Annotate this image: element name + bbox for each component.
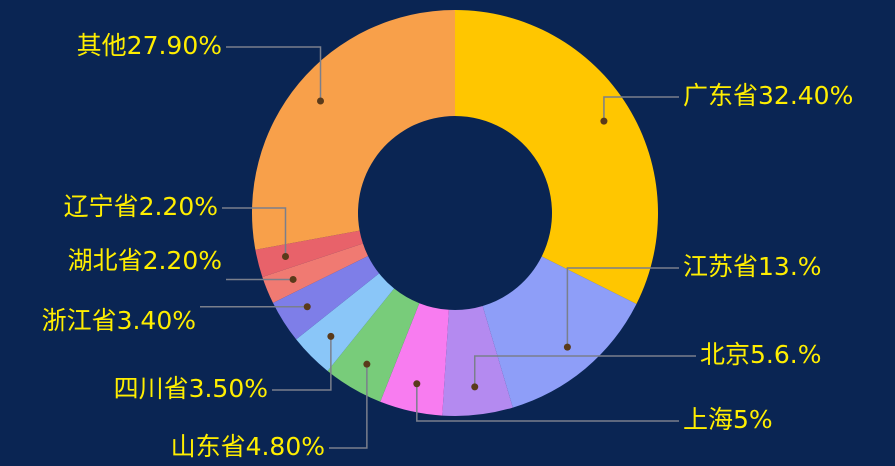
slice-category: 上海	[683, 405, 733, 434]
slice-category: 湖北省	[68, 246, 143, 275]
slice-label: 辽宁省2.20%	[64, 192, 218, 221]
slice-category: 其他	[77, 31, 127, 60]
slice-label: 山东省4.80%	[171, 432, 325, 461]
leader-line	[272, 336, 332, 391]
leader-line	[226, 46, 322, 102]
slice-category: 浙江省	[42, 306, 117, 335]
slice-value: 5.6.%	[750, 340, 821, 369]
leader-dot	[563, 343, 571, 351]
slice-label: 北京5.6.%	[700, 340, 821, 369]
leader-line	[416, 383, 679, 422]
leader-line	[329, 364, 368, 449]
leader-dot	[303, 303, 311, 311]
leader-dot	[471, 383, 479, 391]
slice-value: 4.80%	[246, 432, 325, 461]
slice-category: 四川省	[114, 374, 189, 403]
slice-label: 上海5%	[683, 405, 773, 434]
slice-label: 江苏省13.%	[683, 252, 822, 281]
slice-value: 2.20%	[139, 192, 218, 221]
slice-value: 3.40%	[117, 306, 196, 335]
donut-slice	[442, 305, 513, 416]
slice-value: 3.50%	[189, 374, 268, 403]
leader-dot	[363, 360, 371, 368]
slice-category: 山东省	[171, 432, 246, 461]
leader-line	[222, 207, 287, 257]
leader-dot	[281, 253, 289, 261]
leader-line	[603, 96, 679, 122]
donut-slice	[262, 243, 369, 303]
slice-category: 辽宁省	[64, 192, 139, 221]
slice-label: 其他27.90%	[77, 31, 222, 60]
slice-label: 四川省3.50%	[114, 374, 268, 403]
donut-slice	[380, 303, 449, 416]
leader-dot	[289, 275, 297, 283]
leader-dot	[413, 380, 421, 388]
donut-slice	[482, 256, 637, 408]
slice-category: 广东省	[683, 81, 758, 110]
leader-line	[473, 355, 696, 387]
slice-label: 湖北省2.20%	[68, 246, 222, 275]
slice-value: 2.20%	[143, 246, 222, 275]
donut-slice	[455, 10, 658, 305]
slice-value: 32.40%	[758, 81, 853, 110]
donut-slice	[255, 230, 363, 277]
slice-value: 27.90%	[127, 31, 222, 60]
leader-line	[566, 267, 679, 348]
slice-label: 浙江省3.40%	[42, 306, 196, 335]
slice-category: 北京	[700, 340, 750, 369]
donut-slice	[272, 255, 380, 340]
donut-slice	[296, 273, 395, 372]
slice-category: 江苏省	[683, 252, 758, 281]
slice-label: 广东省32.40%	[683, 81, 853, 110]
donut-slice	[327, 288, 420, 402]
leader-dot	[600, 117, 608, 125]
leader-dot	[327, 332, 335, 340]
slice-value: 5%	[733, 405, 773, 434]
leader-dot	[317, 97, 325, 105]
donut-slice	[252, 10, 455, 250]
slice-value: 13.%	[758, 252, 822, 281]
